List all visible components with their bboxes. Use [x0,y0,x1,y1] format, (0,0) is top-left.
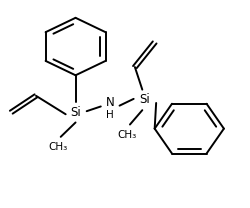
Text: Si: Si [140,93,150,106]
Text: H: H [106,110,114,120]
Text: CH₃: CH₃ [118,130,137,140]
Text: N: N [106,97,114,109]
Text: CH₃: CH₃ [48,142,68,152]
Text: Si: Si [70,106,81,119]
